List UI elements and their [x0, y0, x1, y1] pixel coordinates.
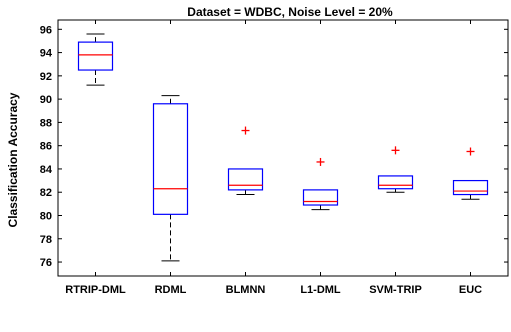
- axes-frame: [57, 19, 509, 277]
- x-tick-label: BLMNN: [226, 284, 266, 296]
- y-tick-label: 78: [40, 234, 52, 246]
- chart-title: Dataset = WDBC, Noise Level = 20%: [187, 5, 393, 19]
- y-axis-label: Classification Accuracy: [6, 92, 20, 227]
- y-tick-label: 88: [40, 117, 52, 129]
- plot-area: 76 78 80 82 84 86 88 90 92 94 96 RTRIP-DML RDML BLMNN…: [40, 19, 509, 296]
- y-tick-label: 92: [40, 71, 52, 83]
- iqr-box: [302, 189, 339, 206]
- x-tick-label: RDML: [155, 284, 187, 296]
- x-tick-label: RTRIP-DML: [65, 284, 126, 296]
- iqr-box: [377, 175, 414, 190]
- x-tick-label: EUC: [459, 284, 482, 296]
- iqr-box: [152, 103, 189, 215]
- y-tick-label: 96: [40, 24, 52, 36]
- y-tick-label: 86: [40, 141, 52, 153]
- iqr-box: [77, 41, 114, 71]
- x-tick-label: L1-DML: [300, 284, 341, 296]
- y-tick-label: 82: [40, 187, 52, 199]
- y-tick-label: 84: [40, 164, 53, 176]
- iqr-box: [227, 168, 264, 191]
- x-tick-label: SVM-TRIP: [369, 284, 422, 296]
- iqr-box: [452, 179, 489, 196]
- y-tick-label: 76: [40, 257, 52, 269]
- y-tick-label: 90: [40, 94, 52, 106]
- y-tick-label: 80: [40, 210, 52, 222]
- y-tick-label: 94: [40, 48, 53, 60]
